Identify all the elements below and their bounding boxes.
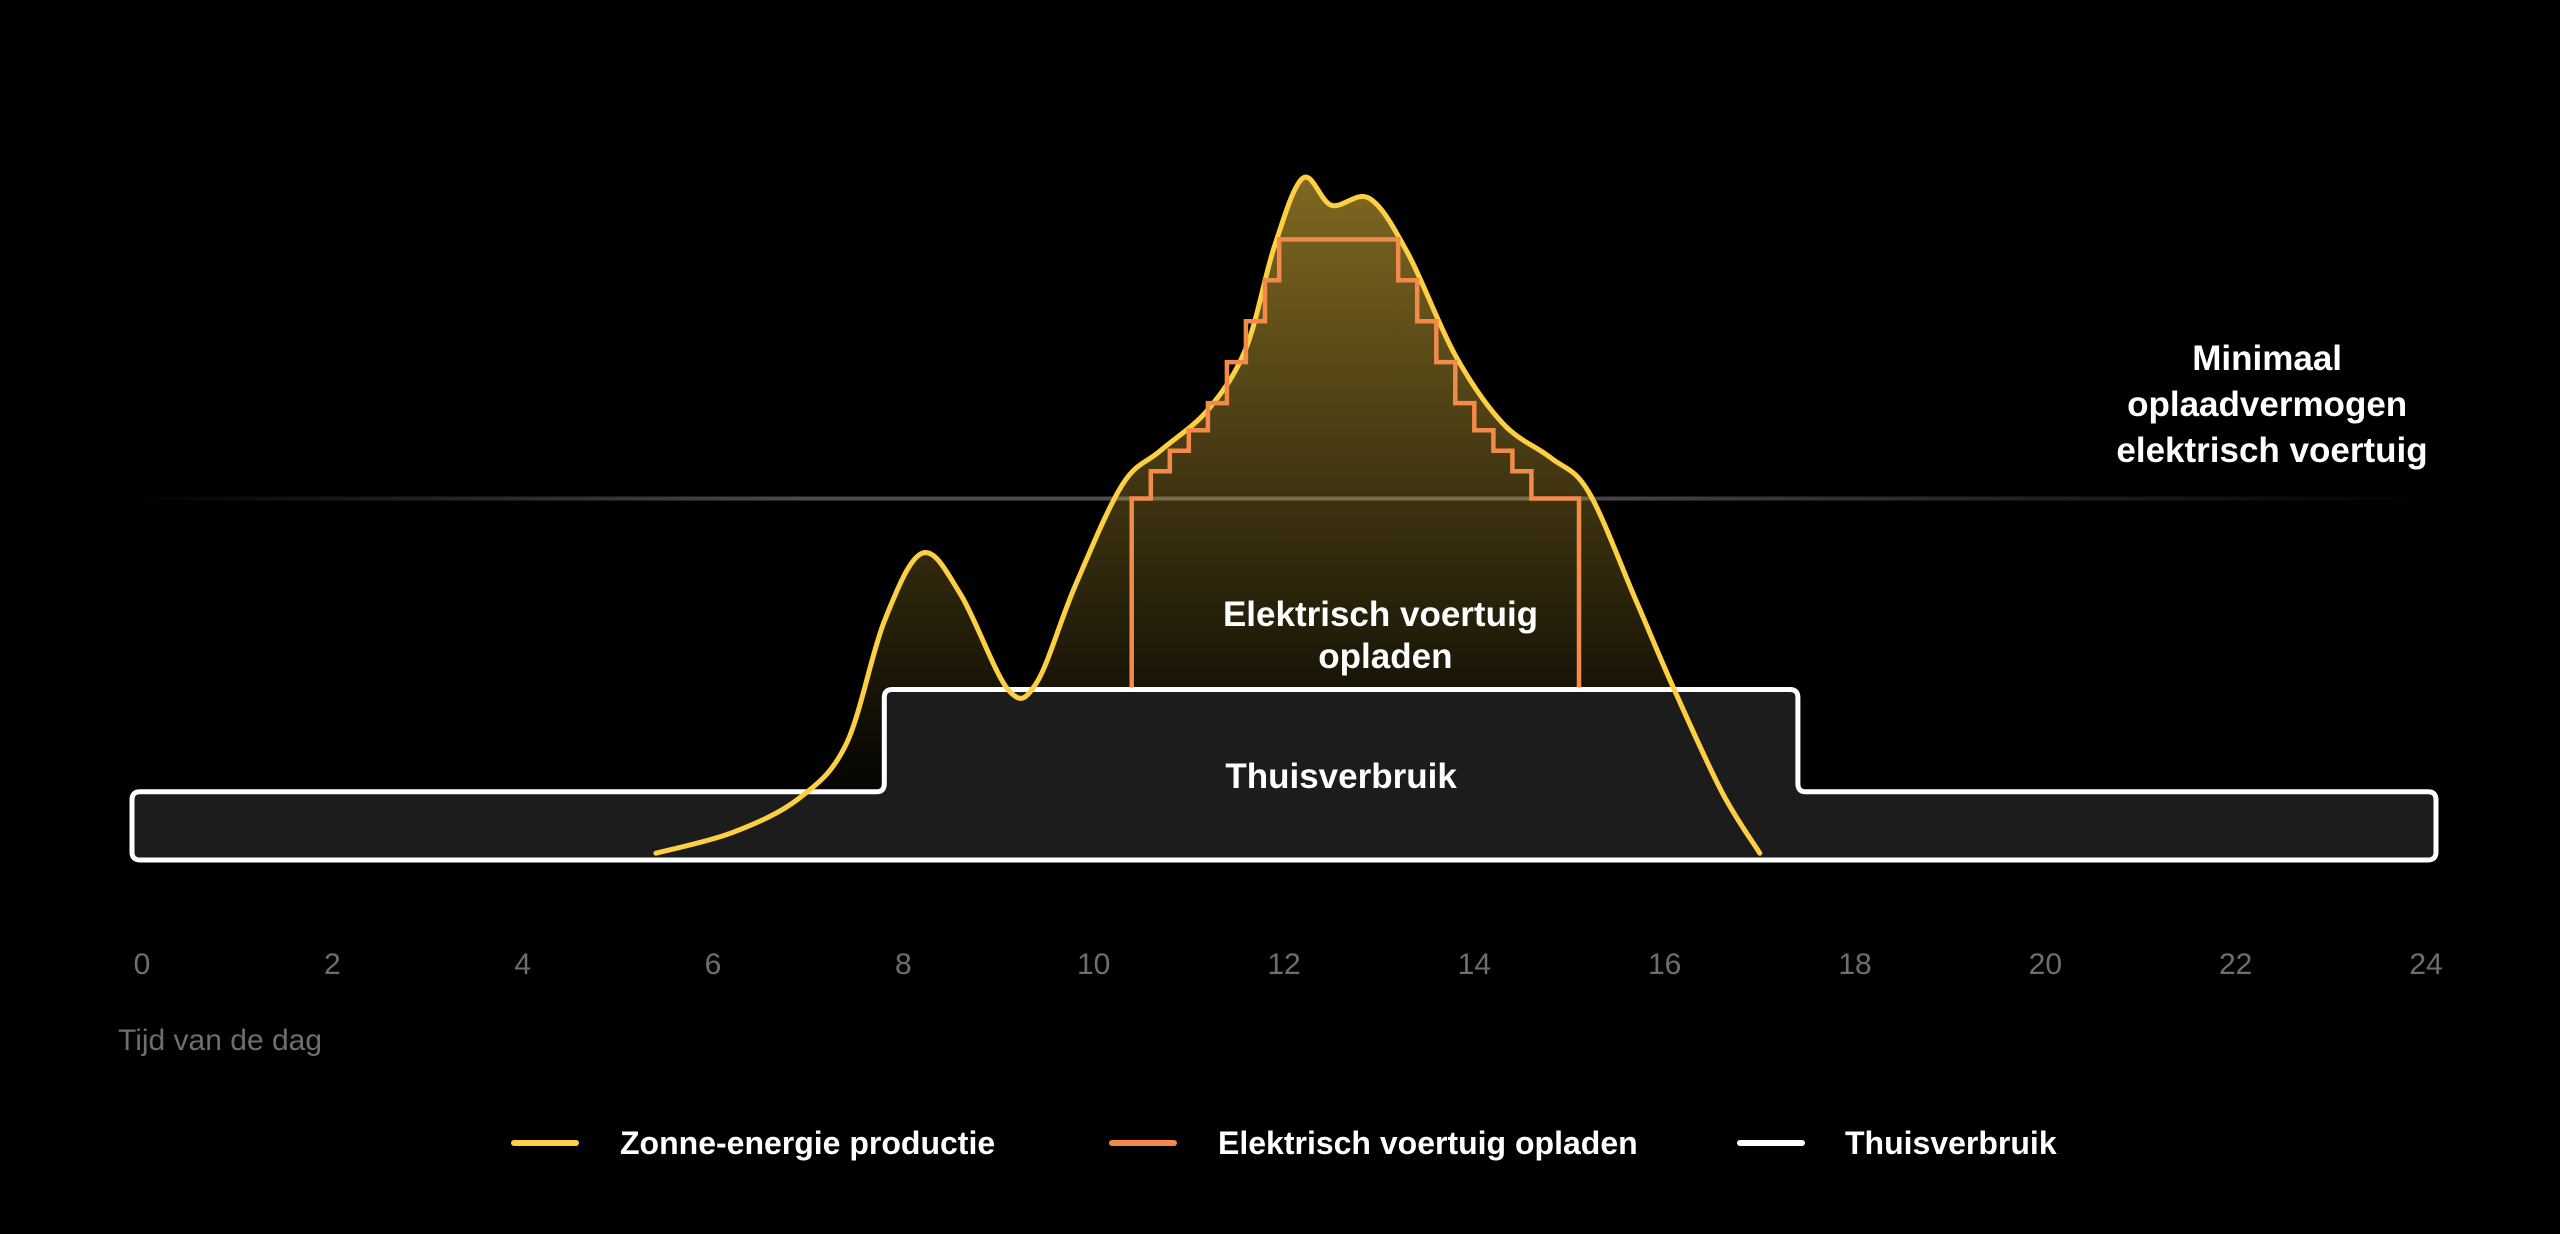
x-tick-label: 16 (1648, 948, 1681, 981)
x-tick-label: 8 (895, 948, 912, 981)
x-axis-label: Tijd van de dag (118, 1024, 322, 1057)
x-tick-label: 0 (134, 948, 151, 981)
home-consumption-block (129, 687, 2439, 863)
ev-charging-label-line: opladen (1318, 637, 1452, 676)
x-tick-label: 22 (2219, 948, 2252, 981)
x-tick-label: 20 (2029, 948, 2062, 981)
x-axis-ticks: 0 2 4 6 8 10 12 14 16 18 20 22 24 (134, 948, 2443, 981)
ev-charging-label: Elektrisch voertuig opladen (1223, 595, 1548, 676)
legend: Zonne-energie productie Elektrisch voert… (511, 1125, 2057, 1161)
threshold-label-line: oplaadvermogen (2127, 385, 2407, 424)
x-tick-label: 14 (1458, 948, 1491, 981)
ev-charging-label-line: Elektrisch voertuig (1223, 595, 1538, 634)
home-consumption-label: Thuisverbruik (1225, 757, 1457, 796)
legend-label-solar: Zonne-energie productie (620, 1125, 995, 1161)
x-tick-label: 24 (2409, 948, 2442, 981)
x-tick-label: 12 (1267, 948, 1300, 981)
threshold-label-line: elektrisch voertuig (2116, 431, 2427, 470)
x-tick-label: 6 (705, 948, 722, 981)
legend-label-home: Thuisverbruik (1845, 1125, 2057, 1161)
x-tick-label: 10 (1077, 948, 1110, 981)
x-tick-label: 4 (514, 948, 531, 981)
ev-charging-line (1129, 237, 1582, 688)
x-tick-label: 18 (1838, 948, 1871, 981)
threshold-label: Minimaal oplaadvermogen elektrisch voert… (2116, 339, 2427, 470)
legend-label-ev: Elektrisch voertuig opladen (1218, 1125, 1638, 1161)
x-tick-label: 2 (324, 948, 341, 981)
threshold-label-line: Minimaal (2192, 339, 2342, 378)
